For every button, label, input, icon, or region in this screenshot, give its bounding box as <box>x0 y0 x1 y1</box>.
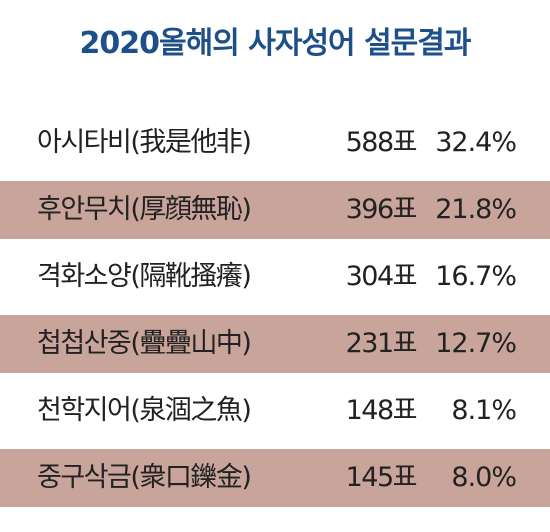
list-item: 천학지어(泉涸之魚) 148표 8.1% <box>0 382 550 440</box>
vote-percent: 12.7% <box>435 328 517 359</box>
idiom-name: 첩첩산중(疊疊山中) <box>37 328 252 359</box>
result-list: 아시타비(我是他非) 588표 32.4% 후안무치(厚顔無恥) 396표 21… <box>0 114 550 516</box>
vote-percent: 32.4% <box>435 127 517 158</box>
vote-percent: 8.0% <box>451 462 517 493</box>
vote-count: 588표 <box>345 127 418 158</box>
list-item: 아시타비(我是他非) 588표 32.4% <box>0 114 550 172</box>
idiom-name: 후안무치(厚顔無恥) <box>37 194 252 225</box>
page-title: 2020올해의 사자성어 설문결과 <box>79 26 472 61</box>
vote-percent: 21.8% <box>435 194 517 225</box>
vote-percent: 8.1% <box>451 395 517 426</box>
vote-percent: 16.7% <box>435 261 517 292</box>
list-item: 후안무치(厚顔無恥) 396표 21.8% <box>0 181 550 239</box>
vote-count: 148표 <box>345 395 418 426</box>
idiom-name: 중구삭금(衆口鑠金) <box>37 462 252 493</box>
list-item: 격화소양(隔靴搔癢) 304표 16.7% <box>0 248 550 306</box>
vote-count: 231표 <box>345 328 418 359</box>
idiom-name: 격화소양(隔靴搔癢) <box>37 261 252 292</box>
vote-count: 304표 <box>345 261 418 292</box>
idiom-name: 천학지어(泉涸之魚) <box>37 395 252 426</box>
idiom-name: 아시타비(我是他非) <box>37 127 252 158</box>
vote-count: 396표 <box>345 194 418 225</box>
vote-count: 145표 <box>345 462 418 493</box>
list-item: 중구삭금(衆口鑠金) 145표 8.0% <box>0 449 550 507</box>
list-item: 첩첩산중(疊疊山中) 231표 12.7% <box>0 315 550 373</box>
